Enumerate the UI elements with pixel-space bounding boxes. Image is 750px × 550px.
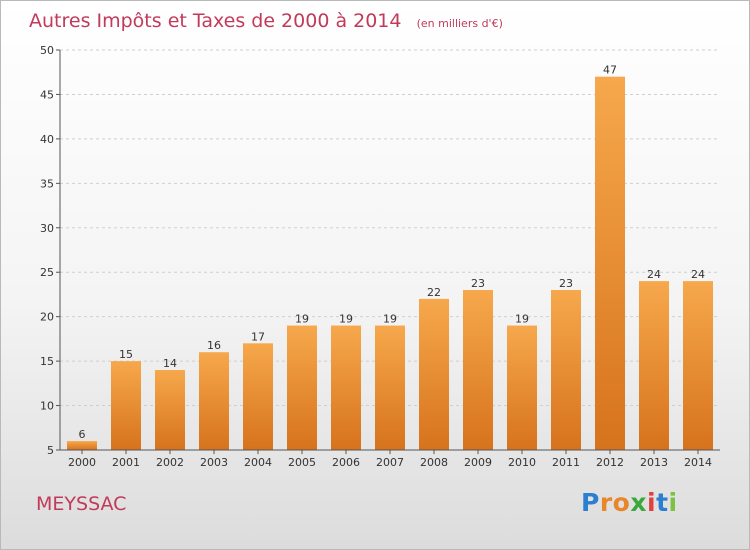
bar [595,76,625,451]
bar-value-label: 17 [251,330,265,343]
chart-title-main: Autres Impôts et Taxes de 2000 à 2014 [29,10,402,32]
bar [639,281,669,450]
bar [199,352,229,450]
bars: 6 15 14 16 17 19 19 19 22 23 19 23 47 24 24 [67,64,713,451]
y-tick-label: 45 [40,88,54,101]
bar-value-label: 24 [647,268,661,281]
proxiti-logo-letter: i [647,488,657,517]
bar-value-label: 24 [691,268,705,281]
x-tick-label: 2007 [376,456,404,469]
bar-value-label: 19 [339,313,353,326]
bar-value-label: 19 [515,313,529,326]
y-tick-label: 5 [47,444,54,457]
bar-value-label: 15 [119,348,133,361]
y-tick-label: 20 [40,311,54,324]
bar [507,325,537,450]
bar-value-label: 23 [559,277,573,290]
bar-value-label: 14 [163,357,177,370]
x-tick-label: 2012 [596,456,624,469]
x-tick-label: 2003 [200,456,228,469]
x-tick-label: 2008 [420,456,448,469]
bar [287,325,317,450]
proxiti-logo-letter: o [612,488,631,517]
chart-title-unit: (en milliers d'€) [417,17,503,30]
bar [551,290,581,450]
proxiti-logo-letter: t [656,488,669,517]
x-tick-label: 2014 [684,456,712,469]
proxiti-logo-letter: r [599,488,613,517]
x-tick-label: 2005 [288,456,316,469]
bar [67,441,97,450]
bar [419,298,449,450]
y-axis: 5 10 15 20 25 30 35 40 45 50 [40,44,60,457]
y-tick-label: 25 [40,266,54,279]
bar-value-label: 47 [603,64,617,77]
bar [331,325,361,450]
bar-value-label: 23 [471,277,485,290]
y-tick-label: 50 [40,44,54,57]
bar-value-label: 19 [295,313,309,326]
bar-value-label: 19 [383,313,397,326]
proxiti-logo-letter: P [581,488,600,517]
y-tick-label: 35 [40,177,54,190]
x-tick-label: 2010 [508,456,536,469]
bar-value-label: 16 [207,339,221,352]
x-tick-label: 2000 [68,456,96,469]
bar [463,290,493,450]
bar [375,325,405,450]
town-name: MEYSSAC [36,493,127,515]
x-tick-label: 2002 [156,456,184,469]
y-tick-label: 30 [40,222,54,235]
chart-title: Autres Impôts et Taxes de 2000 à 2014 (e… [29,10,503,32]
x-tick-label: 2004 [244,456,272,469]
proxiti-logo-letter: i [668,488,678,517]
proxiti-logo: Proxiti [581,488,678,517]
bar-value-label: 6 [79,428,86,441]
y-tick-label: 40 [40,133,54,146]
x-tick-label: 2009 [464,456,492,469]
y-tick-label: 10 [40,400,54,413]
bar [111,361,141,450]
bar-value-label: 22 [427,286,441,299]
x-tick-label: 2001 [112,456,140,469]
x-tick-label: 2013 [640,456,668,469]
x-tick-label: 2006 [332,456,360,469]
x-tick-label: 2011 [552,456,580,469]
y-tick-label: 15 [40,355,54,368]
bar [243,343,273,450]
x-axis: 2000 2001 2002 2003 2004 2005 2006 2007 2008 2009… [68,450,712,469]
bar [683,281,713,450]
proxiti-logo-letter: x [630,488,647,517]
bar [155,370,185,450]
